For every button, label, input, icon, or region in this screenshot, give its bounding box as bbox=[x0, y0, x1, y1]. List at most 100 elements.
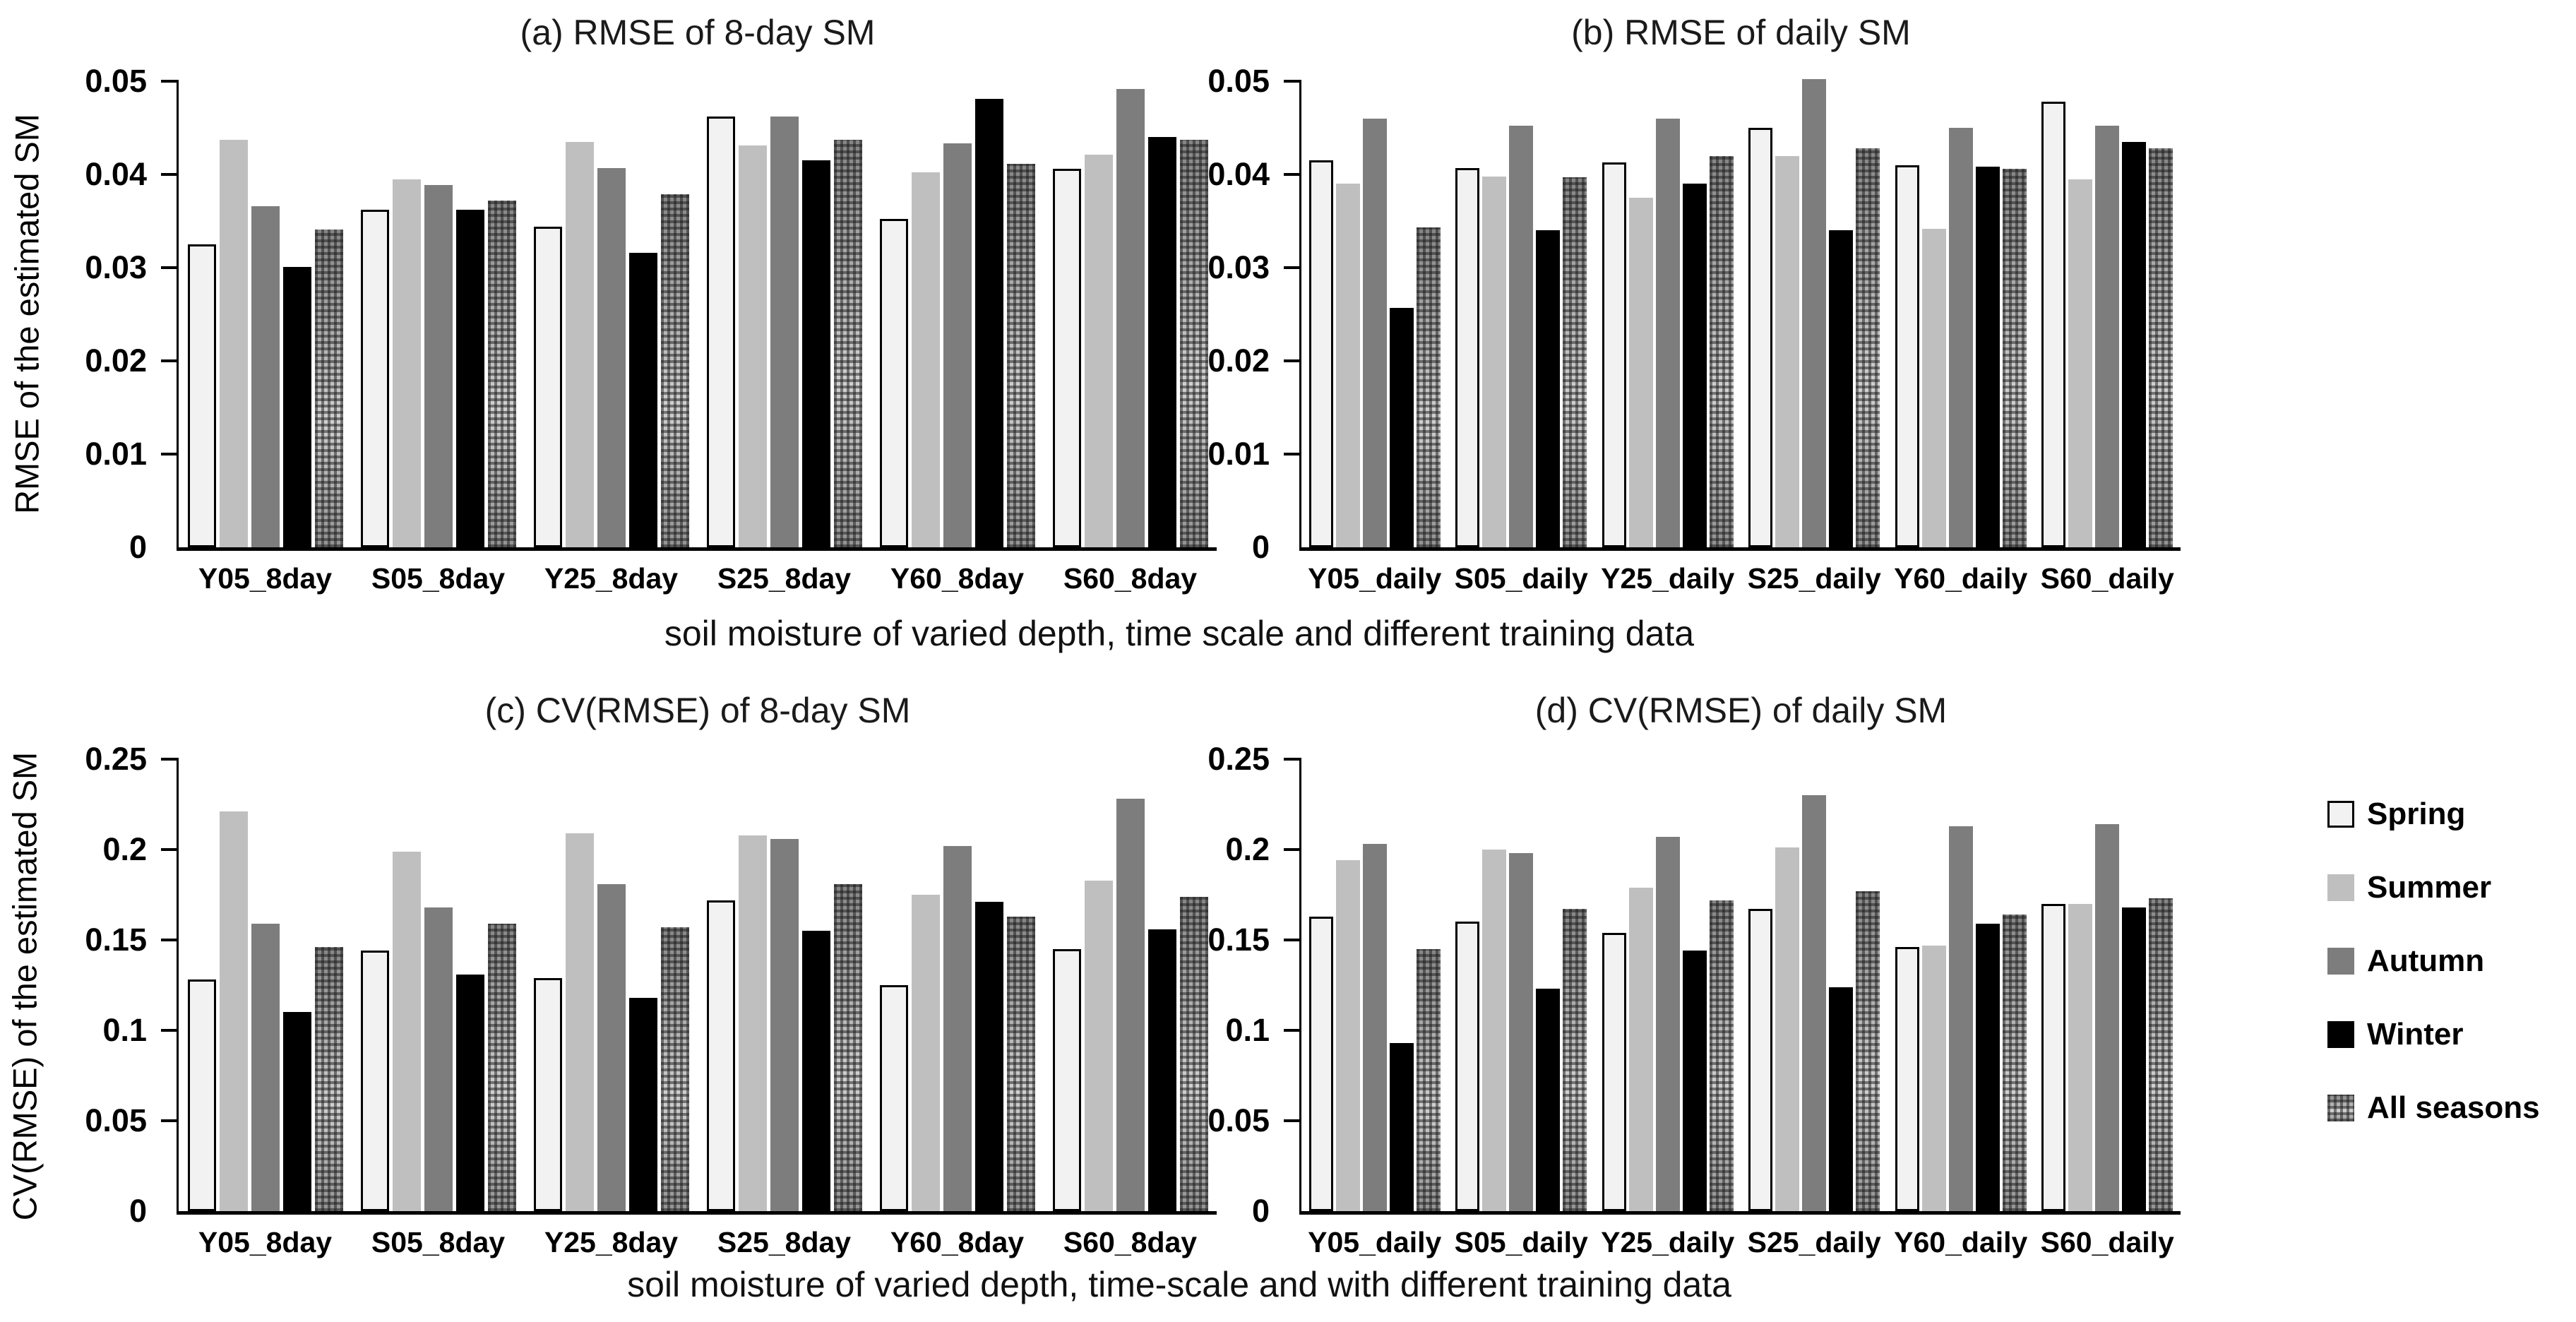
x-category-label: S25_daily bbox=[1747, 562, 1881, 595]
bar-summer bbox=[738, 835, 767, 1211]
bar-all-seasons bbox=[2149, 148, 2174, 547]
y-tick-label: 0.04 bbox=[85, 156, 147, 192]
bar-summer bbox=[219, 811, 248, 1211]
panel-rmse-daily: (b) RMSE of daily SM 0.05 0.04 0.03 0.02 0.0… bbox=[1208, 13, 2181, 595]
y-tick-label: 0.05 bbox=[1208, 1102, 1270, 1138]
y-tick-mark bbox=[161, 453, 179, 455]
bar-winter bbox=[1975, 924, 2000, 1211]
bar-group-Y05_daily: Y05_daily bbox=[1308, 844, 1441, 1258]
x-category-label: Y25_daily bbox=[1601, 1226, 1735, 1258]
bar-autumn bbox=[1362, 844, 1387, 1211]
legend-label: Autumn bbox=[2367, 943, 2485, 978]
bar-group-Y25_daily: Y25_daily bbox=[1601, 837, 1734, 1258]
bar-group-S60_daily: S60_daily bbox=[2041, 102, 2174, 595]
bar-summer bbox=[1775, 156, 1800, 547]
y-tick-mark bbox=[161, 173, 179, 176]
bar-group-Y60_daily: Y60_daily bbox=[1894, 826, 2027, 1258]
bar-autumn bbox=[770, 839, 799, 1211]
bar-autumn bbox=[251, 206, 280, 547]
plot-area: Y05_8day S05_8day Y25_8day S25_8day Y60_8day… bbox=[179, 759, 1217, 1258]
bar-spring bbox=[1308, 160, 1333, 547]
bar-all-seasons bbox=[1709, 156, 1734, 547]
bar-all-seasons bbox=[1179, 897, 1208, 1211]
y-tick-label: 0.03 bbox=[85, 249, 147, 285]
bar-summer bbox=[1084, 881, 1113, 1211]
bar-summer bbox=[1482, 850, 1507, 1211]
bar-group-S05_8day: S05_8day bbox=[360, 852, 516, 1258]
bar-summer bbox=[1482, 177, 1507, 547]
bar-spring bbox=[187, 979, 216, 1211]
y-tick-label: 0.2 bbox=[102, 831, 147, 867]
bar-spring bbox=[533, 227, 562, 547]
bar-all-seasons bbox=[660, 194, 689, 547]
bar-winter bbox=[1829, 987, 1854, 1211]
bar-all-seasons bbox=[314, 230, 343, 547]
bar-autumn bbox=[1362, 119, 1387, 547]
bar-winter bbox=[455, 210, 484, 547]
x-category-label: S25_8day bbox=[717, 1226, 852, 1258]
bar-winter bbox=[1147, 929, 1176, 1211]
bar-autumn bbox=[1509, 853, 1534, 1211]
bar-winter bbox=[974, 902, 1003, 1211]
y-tick-mark bbox=[161, 80, 179, 83]
bar-group-S25_8day: S25_8day bbox=[706, 117, 862, 595]
y-tick-mark bbox=[1284, 848, 1301, 851]
bar-summer bbox=[1628, 888, 1653, 1211]
bar-spring bbox=[1602, 933, 1626, 1211]
bar-autumn bbox=[2095, 824, 2120, 1211]
x-category-label: Y05_daily bbox=[1308, 562, 1442, 595]
bar-spring bbox=[879, 985, 908, 1211]
panel-d-title: (d) CV(RMSE) of daily SM bbox=[1534, 691, 1948, 730]
bar-summer bbox=[738, 145, 767, 547]
panel-c-title: (c) CV(RMSE) of 8-day SM bbox=[484, 691, 911, 730]
bar-summer bbox=[2068, 179, 2093, 547]
bar-all-seasons bbox=[1563, 177, 1587, 547]
y-axis-title: RMSE of the estimated SM bbox=[8, 114, 46, 514]
bar-all-seasons bbox=[1856, 148, 1880, 547]
bar-spring bbox=[1602, 162, 1626, 547]
bar-winter bbox=[628, 253, 657, 547]
bar-summer bbox=[392, 852, 421, 1211]
legend-item-all-seasons: All seasons bbox=[2327, 1090, 2540, 1126]
bar-winter bbox=[801, 160, 830, 547]
y-tick-label: 0.02 bbox=[1208, 343, 1270, 379]
x-category-label: S05_daily bbox=[1454, 562, 1588, 595]
bar-winter bbox=[1975, 167, 2000, 547]
bar-winter bbox=[1389, 308, 1414, 547]
panel-a-title: (a) RMSE of 8-day SM bbox=[520, 13, 876, 52]
legend-item-spring: Spring bbox=[2327, 797, 2540, 832]
bar-summer bbox=[2068, 904, 2093, 1211]
bar-all-seasons bbox=[833, 884, 862, 1211]
bar-summer bbox=[911, 172, 940, 547]
bar-autumn bbox=[1655, 119, 1680, 547]
bar-autumn bbox=[1948, 128, 1973, 547]
bar-all-seasons bbox=[1179, 140, 1208, 547]
legend-item-summer: Summer bbox=[2327, 870, 2540, 905]
bottom-x-axis-caption: soil moisture of varied depth, time-scal… bbox=[627, 1265, 1731, 1304]
bar-winter bbox=[2122, 907, 2147, 1211]
x-category-label: S60_8day bbox=[1063, 562, 1198, 595]
bar-spring bbox=[1455, 922, 1480, 1211]
bar-group-S05_8day: S05_8day bbox=[360, 179, 516, 595]
bar-winter bbox=[455, 975, 484, 1211]
bar-winter bbox=[628, 998, 657, 1211]
bar-all-seasons bbox=[487, 201, 516, 547]
y-tick-mark bbox=[161, 848, 179, 851]
x-category-label: S25_8day bbox=[717, 562, 852, 595]
y-tick-mark bbox=[1284, 1029, 1301, 1032]
bar-group-S60_8day: S60_8day bbox=[1052, 799, 1208, 1258]
legend-item-autumn: Autumn bbox=[2327, 943, 2540, 979]
y-tick-label: 0 bbox=[129, 1193, 147, 1229]
bar-group-Y05_8day: Y05_8day bbox=[187, 140, 343, 595]
y-tick-mark bbox=[161, 1119, 179, 1122]
plot-area: Y05_daily S05_daily Y25_daily S25_daily Y60_… bbox=[1301, 79, 2181, 595]
y-tick-label: 0.15 bbox=[85, 922, 147, 958]
y-tick-label: 0.01 bbox=[1208, 436, 1270, 472]
y-tick-label: 0 bbox=[1251, 529, 1270, 565]
y-tick-mark bbox=[1284, 266, 1301, 269]
y-tick-mark bbox=[161, 266, 179, 269]
bar-summer bbox=[1335, 860, 1360, 1211]
plot-area: Y05_8day S05_8day Y25_8day S25_8day Y60_8day… bbox=[179, 81, 1217, 595]
bar-group-S25_8day: S25_8day bbox=[706, 835, 862, 1258]
bar-spring bbox=[1052, 169, 1081, 547]
